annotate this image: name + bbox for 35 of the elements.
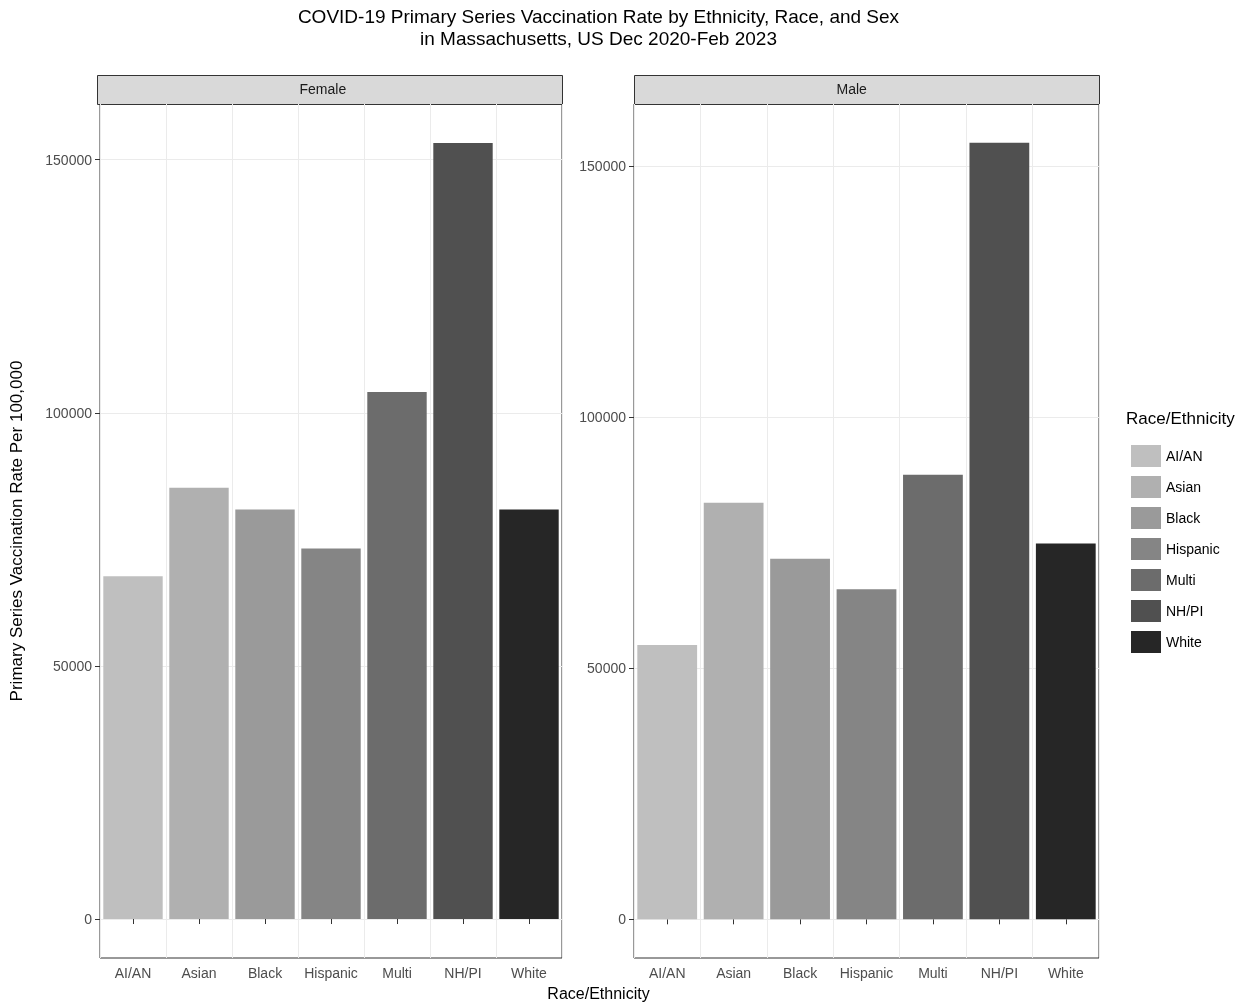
x-tick-label: Multi <box>382 965 412 981</box>
legend-label: AI/AN <box>1166 448 1203 464</box>
y-tick-label: 0 <box>618 911 627 928</box>
chart-subtitle: Female <box>299 81 347 97</box>
x-axis-title: Race/Ethnicity <box>546 985 651 1003</box>
x-tick-label: Asian <box>181 965 217 981</box>
y-axis-title: Primary Series Vaccination Rate Per 100,000 <box>7 360 26 702</box>
legend-label: Hispanic <box>1166 541 1220 557</box>
y-tick-label: 50000 <box>53 657 93 674</box>
legend-label: White <box>1166 634 1202 650</box>
x-tick-label: Hispanic <box>304 965 358 981</box>
x-tick-label: Hispanic <box>839 965 894 981</box>
x-tick-label: NH/PI <box>444 965 482 981</box>
legend-label: NH/PI <box>1166 603 1204 619</box>
x-tick-label: White <box>1047 965 1084 981</box>
chart-title: COVID-19 Primary Series Vaccination Rate by Ethnicity, Race, and Sex in Massachusetts, US Dec 2020-Feb 2023 <box>296 6 901 50</box>
x-tick-label: Black <box>247 965 284 981</box>
y-tick-label: 100000 <box>45 404 93 421</box>
x-tick-label: NH/PI <box>980 965 1019 981</box>
x-tick-label: Black <box>782 965 819 981</box>
x-tick-label: Asian <box>716 965 752 981</box>
x-tick-label: AI/AN <box>114 965 152 981</box>
chart-subtitle: Male <box>836 81 868 97</box>
x-tick-label: AI/AN <box>648 965 686 981</box>
x-tick-label: White <box>511 965 548 981</box>
legend-title: Race/Ethnicity <box>1126 409 1236 428</box>
y-tick-label: 0 <box>84 911 93 928</box>
y-tick-label: 50000 <box>587 660 627 677</box>
y-tick-label: 150000 <box>45 151 93 168</box>
x-tick-label: Multi <box>918 965 948 981</box>
legend-label: Multi <box>1166 572 1196 588</box>
legend-label: Black <box>1166 510 1202 526</box>
y-tick-label: 100000 <box>579 408 627 425</box>
y-tick-label: 150000 <box>579 157 627 174</box>
legend-label: Asian <box>1166 479 1202 495</box>
